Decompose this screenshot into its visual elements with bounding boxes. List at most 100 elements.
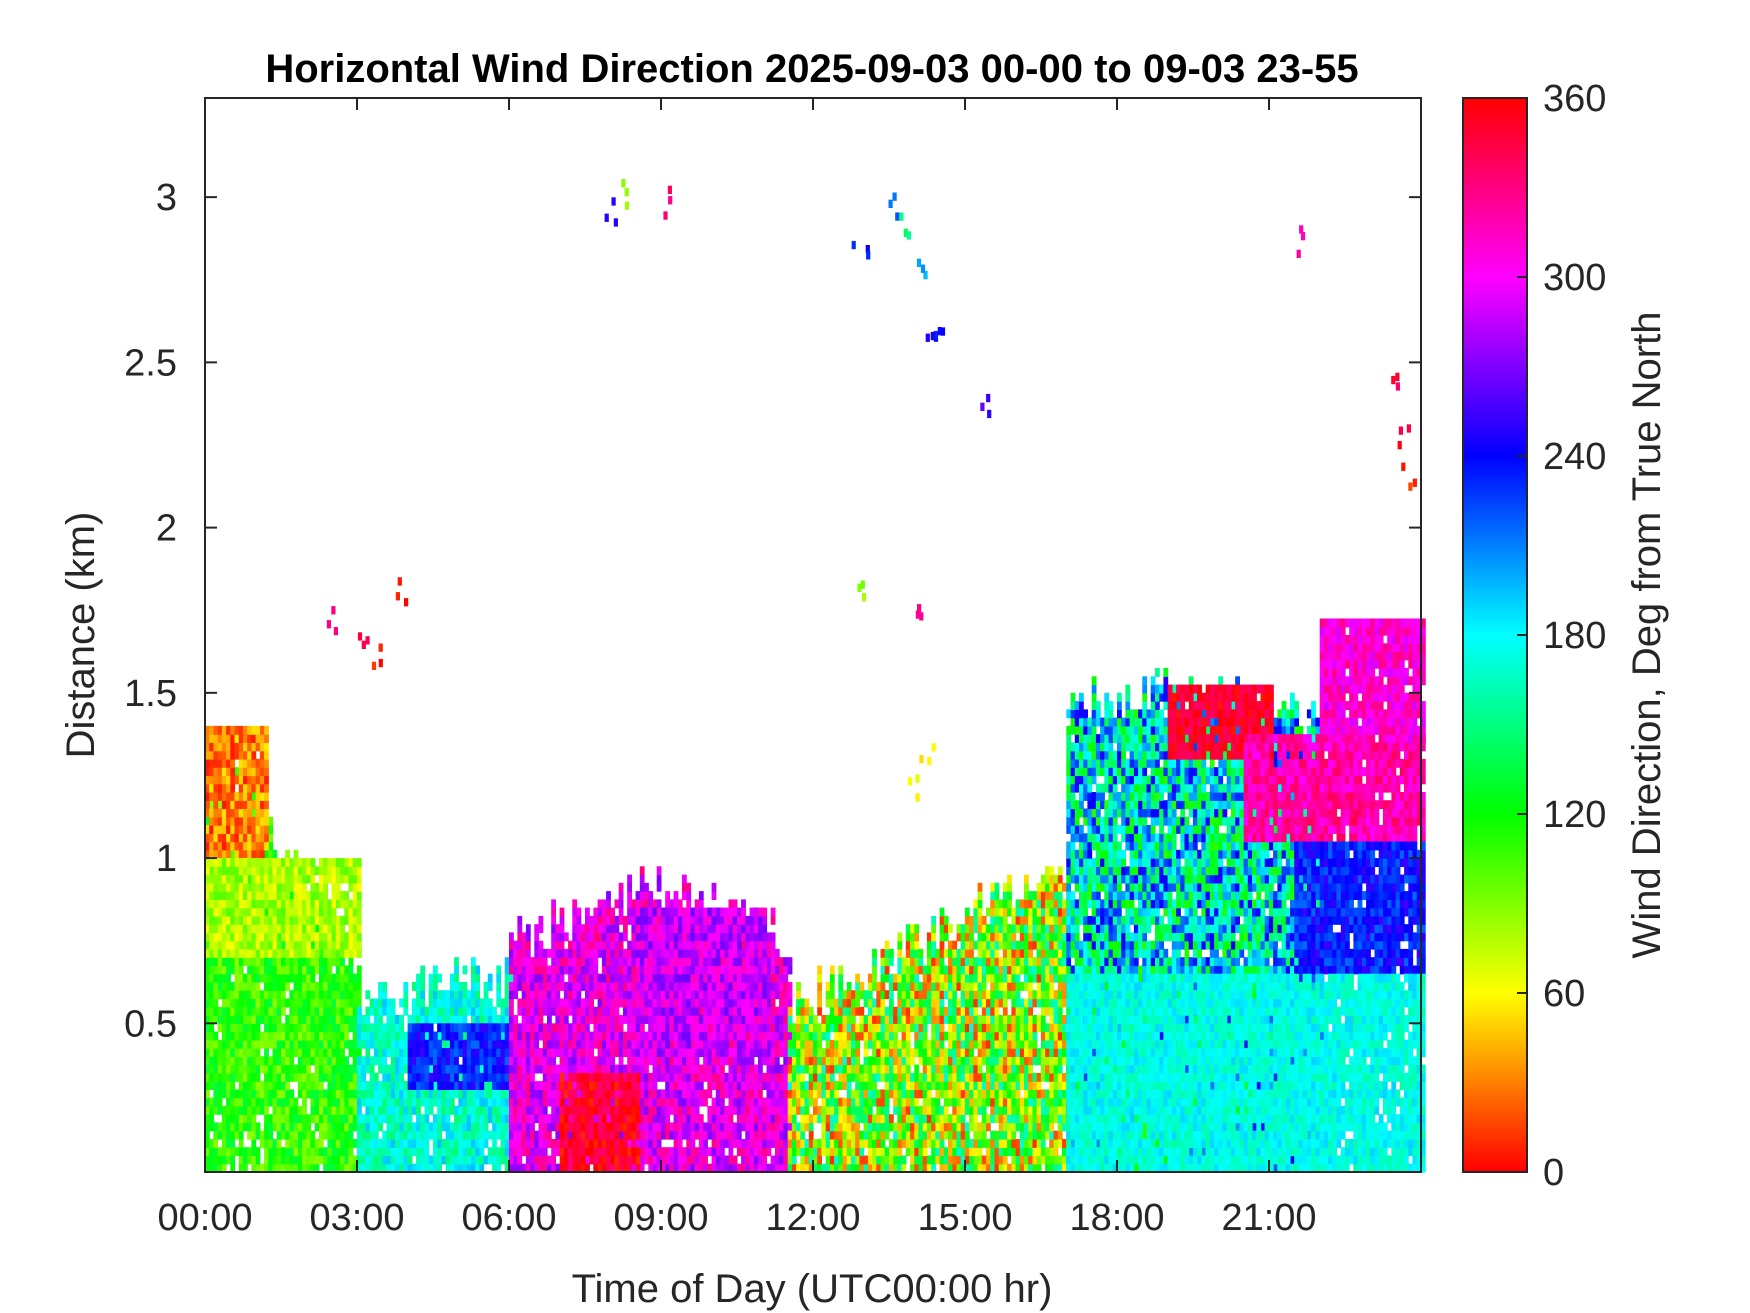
wind-cell	[551, 1114, 556, 1124]
wind-cell	[728, 1139, 734, 1148]
wind-cell	[344, 1072, 350, 1082]
wind-cell	[331, 1072, 337, 1082]
wind-cell	[217, 948, 223, 958]
wind-cell	[378, 1006, 383, 1016]
wind-cell	[369, 998, 375, 1008]
wind-cell	[243, 758, 248, 768]
wind-cell	[551, 940, 556, 950]
wind-cell	[323, 882, 328, 892]
wind-cell	[711, 1122, 717, 1132]
wind-cell	[213, 915, 219, 925]
wind-cell	[665, 1081, 670, 1090]
wind-cell	[403, 1081, 409, 1090]
wind-cell	[736, 1072, 742, 1082]
wind-cell	[593, 982, 599, 991]
wind-cell	[268, 965, 274, 975]
wind-cell	[686, 1155, 692, 1165]
wind-cell	[471, 1114, 476, 1124]
wind-cell	[542, 1056, 548, 1066]
wind-cell	[627, 940, 632, 950]
wind-cell	[382, 1039, 388, 1049]
wind-cell	[361, 1072, 366, 1082]
wind-cell	[331, 891, 337, 900]
wind-cell	[479, 1064, 485, 1074]
wind-cell	[319, 965, 324, 975]
wind-cell	[753, 1147, 759, 1157]
wind-cell	[323, 1015, 328, 1024]
wind-cell	[230, 725, 236, 735]
wind-cell	[205, 965, 210, 975]
wind-cell	[217, 808, 223, 818]
wind-cell	[268, 899, 274, 909]
wind-cell	[703, 1139, 708, 1148]
wind-cell	[606, 1056, 611, 1066]
wind-cell	[264, 750, 269, 760]
wind-cell	[420, 1023, 426, 1033]
wind-cell	[732, 1163, 738, 1173]
wind-cell	[496, 973, 502, 983]
wind-cell	[449, 982, 455, 991]
wind-cell	[736, 1139, 742, 1148]
wind-cell	[365, 990, 371, 1000]
wind-cell	[454, 1023, 459, 1033]
wind-cell	[259, 1130, 265, 1140]
wind-cell	[720, 915, 725, 925]
wind-cell	[340, 990, 345, 1000]
wind-cell	[420, 1089, 426, 1099]
wind-cell	[217, 1089, 223, 1099]
wind-cell	[335, 1139, 341, 1148]
wind-cell	[601, 932, 607, 942]
wind-cell	[365, 1048, 371, 1057]
wind-cell	[428, 1039, 434, 1049]
wind-cell	[293, 924, 299, 934]
wind-cell	[365, 1064, 371, 1074]
wind-cell	[234, 808, 240, 818]
wind-cell	[209, 882, 214, 892]
wind-cell	[454, 990, 459, 1000]
wind-cell	[521, 1081, 527, 1090]
wind-cell	[504, 1048, 510, 1057]
wind-cell	[314, 866, 320, 876]
wind-cell	[361, 1023, 366, 1033]
wind-cell	[542, 1147, 548, 1157]
wind-cell	[538, 1023, 544, 1033]
wind-cell	[348, 907, 354, 917]
wind-cell	[395, 1072, 400, 1082]
wind-cell	[563, 1163, 569, 1173]
wind-cell	[509, 1155, 514, 1165]
wind-cell	[711, 1139, 717, 1148]
wind-cell	[297, 1072, 303, 1082]
wind-cell	[745, 1097, 751, 1107]
wind-cell	[509, 957, 514, 967]
wind-cell	[758, 1089, 763, 1099]
wind-cell	[589, 1006, 594, 1016]
wind-cell	[445, 1130, 451, 1140]
wind-cell	[715, 1155, 721, 1165]
wind-cell	[327, 1031, 333, 1041]
wind-cell	[555, 940, 561, 950]
wind-cell	[462, 1130, 468, 1140]
wind-cell	[686, 1147, 692, 1157]
wind-cell	[255, 957, 261, 967]
wind-cell	[344, 1114, 350, 1124]
wind-cell	[445, 1039, 451, 1049]
wind-cell	[454, 1155, 459, 1165]
wind-cell	[230, 792, 236, 801]
wind-cell	[357, 1147, 362, 1157]
wind-cell	[779, 990, 784, 1000]
wind-cell	[618, 932, 624, 942]
wind-cell	[331, 1089, 337, 1099]
wind-cell	[230, 1081, 236, 1090]
wind-cell	[766, 1023, 772, 1033]
chart-title: Horizontal Wind Direction 2025-09-03 00-…	[265, 47, 1358, 91]
wind-cell	[458, 990, 464, 1000]
wind-cell	[416, 1139, 421, 1148]
wind-cell	[285, 1081, 290, 1090]
wind-cell	[610, 965, 616, 975]
wind-cell	[433, 1056, 438, 1066]
wind-cell	[466, 1097, 472, 1107]
wind-cell	[517, 1114, 523, 1124]
wind-cell	[783, 1122, 789, 1132]
wind-cell	[390, 1163, 396, 1173]
wind-cell	[783, 1155, 789, 1165]
